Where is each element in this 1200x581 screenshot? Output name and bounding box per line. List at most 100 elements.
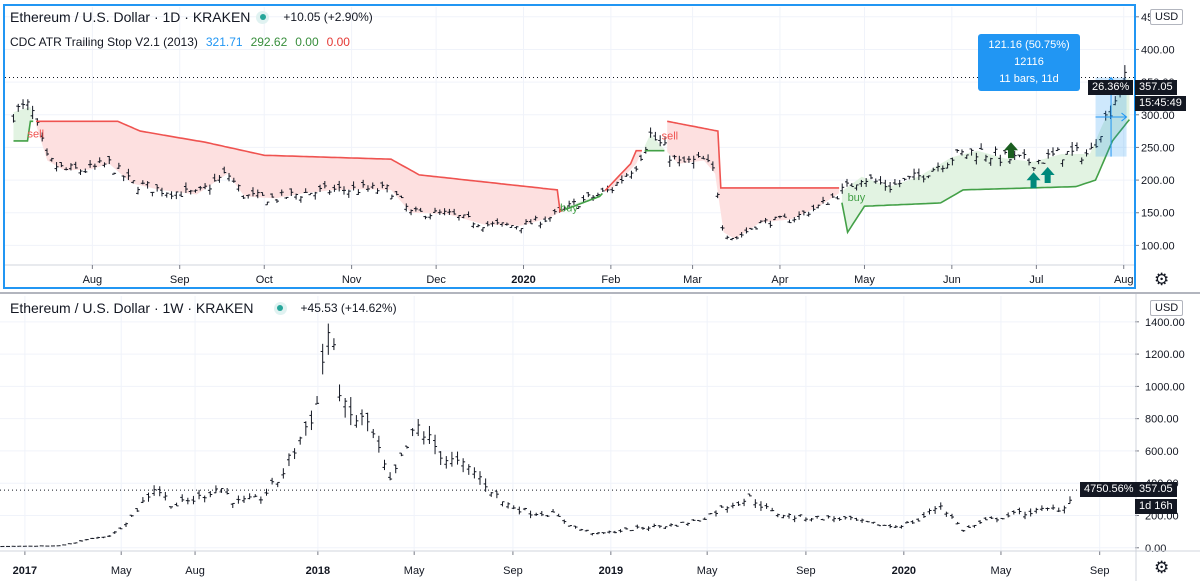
top-price-bar xyxy=(816,204,821,209)
bottom-price-bar xyxy=(1067,496,1072,505)
top-price-bar xyxy=(169,191,174,200)
top-price-bar xyxy=(821,196,826,204)
bottom-price-bar xyxy=(118,527,123,530)
bottom-price-bar xyxy=(140,497,145,504)
top-price-bar xyxy=(16,103,21,112)
bottom-price-bar xyxy=(157,486,162,497)
market-status-icon xyxy=(256,10,270,24)
bottom-price-bar xyxy=(270,477,275,485)
top-price-bar xyxy=(950,157,955,166)
top-price-bar xyxy=(811,204,816,212)
trailing-stop-segment xyxy=(565,192,603,211)
top-price-bar xyxy=(945,162,950,169)
top-price-bar xyxy=(782,213,787,218)
top-x-tick-label: Jun xyxy=(943,274,961,286)
bottom-price-bar xyxy=(286,453,291,467)
top-price-bar xyxy=(495,218,500,225)
bottom-settings-gear-icon[interactable]: ⚙ xyxy=(1154,558,1170,577)
bottom-y-tick-label: 1200.00 xyxy=(1145,349,1185,361)
top-y-tick-label: 300.00 xyxy=(1141,110,1175,122)
top-x-tick-label: Aug xyxy=(1114,274,1134,286)
bottom-price-bar xyxy=(213,485,218,494)
top-price-bar xyxy=(701,155,706,160)
top-currency-button[interactable]: USD xyxy=(1150,9,1184,25)
bottom-currency-button[interactable]: USD xyxy=(1150,300,1184,316)
bottom-price-bar xyxy=(202,495,207,503)
bottom-price-bar xyxy=(365,412,370,432)
top-price-bar xyxy=(1074,142,1079,152)
trailing-stop-segment xyxy=(36,120,564,213)
bottom-price-bar xyxy=(1034,507,1039,514)
bottom-price-bar xyxy=(326,323,331,355)
top-price-bar xyxy=(447,208,452,215)
top-price-bar xyxy=(92,163,97,170)
bottom-price-bar xyxy=(685,522,690,526)
top-symbol-title[interactable]: Ethereum / U.S. Dollar · 1D · KRAKEN xyxy=(10,9,251,25)
top-price-bar xyxy=(797,211,802,220)
bottom-price-bar xyxy=(663,526,668,530)
bottom-price-bar xyxy=(348,397,353,426)
top-price-bar xyxy=(394,191,399,196)
bottom-price-bar xyxy=(253,494,258,498)
bottom-price-bar xyxy=(764,503,769,509)
bottom-price-bar xyxy=(607,530,612,534)
bottom-price-bar xyxy=(652,523,657,528)
bottom-price-bar xyxy=(708,513,713,515)
top-price-bar xyxy=(121,175,126,182)
top-price-bar xyxy=(102,162,107,168)
top-x-tick-label: Mar xyxy=(683,274,702,286)
trailing-stop-segment xyxy=(13,120,34,142)
measure-line-2: 11 bars, 11d xyxy=(999,73,1059,85)
top-price-bar xyxy=(591,195,596,201)
bottom-symbol-title[interactable]: Ethereum / U.S. Dollar · 1W · KRAKEN xyxy=(10,300,254,316)
top-price-bar xyxy=(509,225,514,228)
top-y-tick-label: 100.00 xyxy=(1141,240,1175,252)
bottom-price-bar xyxy=(573,525,578,529)
bottom-price-bar xyxy=(646,526,651,532)
top-price-bar xyxy=(54,162,59,172)
top-price-bar xyxy=(159,187,164,197)
bottom-x-tick-label: May xyxy=(111,565,132,577)
bottom-price-bar xyxy=(506,502,511,509)
top-price-bar xyxy=(1041,162,1046,164)
bottom-price-bar xyxy=(545,514,550,517)
bottom-price-bar xyxy=(174,502,179,507)
bottom-price-bar xyxy=(225,487,230,495)
top-price-bar xyxy=(217,175,222,183)
top-price-bar xyxy=(255,189,260,199)
top-price-bar xyxy=(222,166,227,174)
bottom-price-bar xyxy=(343,397,348,418)
bottom-y-tick-label: 1000.00 xyxy=(1145,381,1185,393)
measure-tooltip: 121.16 (50.75%) 12116 11 bars, 11d xyxy=(978,34,1080,91)
bottom-price-bar xyxy=(787,513,792,519)
top-price-bar xyxy=(164,192,169,198)
top-price-bar xyxy=(543,216,548,223)
top-price-bar xyxy=(322,181,327,189)
bottom-price-bar xyxy=(449,451,454,467)
bottom-price-bar xyxy=(281,468,286,479)
top-price-bar xyxy=(437,209,442,215)
top-price-bar xyxy=(140,180,145,185)
top-price-bar xyxy=(1079,157,1084,165)
bottom-price-bar xyxy=(730,502,735,509)
top-price-bar xyxy=(203,183,208,190)
bottom-price-bar xyxy=(809,518,814,522)
top-price-bar xyxy=(327,189,332,195)
top-price-bar xyxy=(1027,158,1032,166)
indicator-value-4: 0.00 xyxy=(326,35,350,49)
bottom-price-bar xyxy=(944,511,949,517)
bottom-price-bar xyxy=(865,520,870,523)
bottom-x-tick-label: Aug xyxy=(185,565,205,577)
top-price-bar xyxy=(777,215,782,219)
top-settings-gear-icon[interactable]: ⚙ xyxy=(1154,270,1170,289)
indicator-name[interactable]: CDC ATR Trailing Stop V2.1 (2013) xyxy=(10,35,198,49)
top-price-bar xyxy=(768,220,773,228)
top-price-bar xyxy=(998,154,1003,167)
top-price-bar xyxy=(974,152,979,165)
top-price-bar xyxy=(308,192,313,196)
bottom-price-bar xyxy=(539,510,544,517)
top-price-bar xyxy=(83,168,88,174)
bottom-price-bar xyxy=(1056,507,1061,513)
top-price-bar xyxy=(739,232,744,238)
